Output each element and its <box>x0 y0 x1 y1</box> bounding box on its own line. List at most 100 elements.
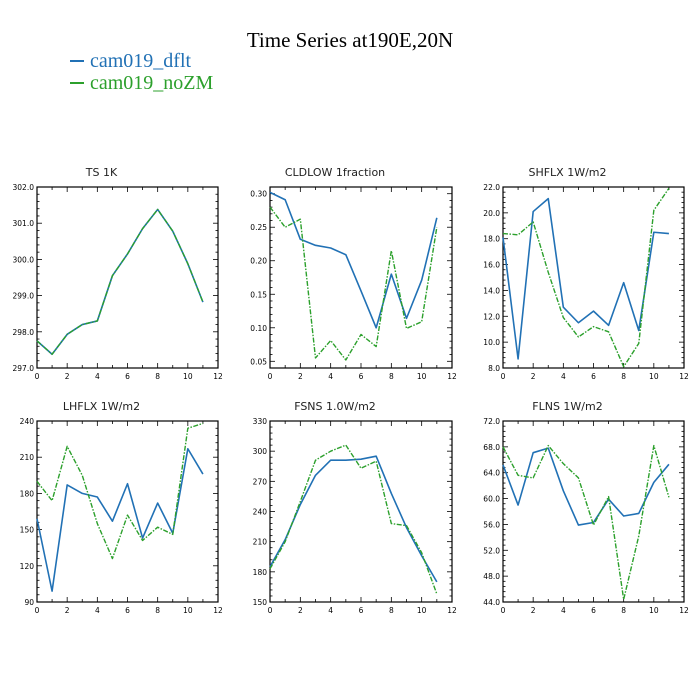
x-tick-label: 0 <box>501 372 506 381</box>
y-tick-label: 16.0 <box>483 261 500 270</box>
y-tick-label: 120 <box>20 562 35 571</box>
x-tick-label: 10 <box>649 372 659 381</box>
y-tick-label: 210 <box>253 538 268 547</box>
y-tick-label: 0.20 <box>250 257 267 266</box>
x-tick-label: 0 <box>35 606 40 615</box>
x-tick-label: 10 <box>183 606 193 615</box>
y-tick-label: 90 <box>24 598 34 607</box>
y-tick-label: 12.0 <box>483 312 500 321</box>
y-tick-label: 150 <box>253 598 268 607</box>
x-tick-label: 10 <box>649 606 659 615</box>
x-tick-label: 12 <box>679 606 689 615</box>
x-tick-label: 2 <box>298 606 303 615</box>
figure-title: Time Series at190E,20N <box>246 28 454 52</box>
x-tick-label: 0 <box>268 372 273 381</box>
series-line-dflt <box>269 455 438 583</box>
y-tick-label: 8.0 <box>488 364 500 373</box>
panel-title: CLDLOW 1fraction <box>285 166 385 179</box>
x-tick-label: 4 <box>95 372 100 381</box>
series-line-nozm <box>269 444 438 595</box>
plot-frame <box>36 186 219 369</box>
y-tick-label: 60.0 <box>483 495 500 504</box>
legend-label-dflt: cam019_dflt <box>90 49 192 72</box>
series-line-dflt <box>502 447 670 526</box>
legend-entry-nozm: cam019_noZM <box>70 72 213 94</box>
y-tick-label: 240 <box>253 508 268 517</box>
y-tick-label: 300.0 <box>13 255 35 264</box>
x-tick-label: 8 <box>389 372 394 381</box>
x-tick-label: 12 <box>213 606 223 615</box>
series-line-nozm <box>36 422 204 560</box>
panel-0: TS 1K 0 2 4 6 8 10 12 297.0 298.0 299.0 300.0 301.0 3… <box>13 166 223 381</box>
y-tick-label: 150 <box>20 526 35 535</box>
series-line-nozm <box>269 206 438 361</box>
x-tick-label: 10 <box>417 606 427 615</box>
panel-1: CLDLOW 1fraction 0 2 4 6 8 10 12 0.05 0.10 0.15 0.2… <box>250 166 457 381</box>
plot-frame <box>269 186 453 369</box>
y-tick-label: 298.0 <box>13 328 35 337</box>
y-tick-label: 330 <box>253 417 268 426</box>
y-tick-label: 240 <box>20 417 35 426</box>
x-tick-label: 4 <box>95 606 100 615</box>
series-line-dflt <box>269 191 438 329</box>
y-tick-label: 72.0 <box>483 417 500 426</box>
y-tick-label: 299.0 <box>13 292 35 301</box>
x-tick-label: 12 <box>679 372 689 381</box>
y-tick-label: 0.25 <box>250 223 267 232</box>
x-tick-label: 12 <box>447 606 457 615</box>
y-tick-label: 44.0 <box>483 598 500 607</box>
x-tick-label: 12 <box>213 372 223 381</box>
x-tick-label: 8 <box>621 372 626 381</box>
y-tick-label: 297.0 <box>13 364 35 373</box>
x-tick-label: 8 <box>155 606 160 615</box>
x-tick-label: 2 <box>298 372 303 381</box>
panel-3: LHFLX 1W/m2 0 2 4 6 8 10 12 90 120 150 180 210 240 <box>20 400 223 615</box>
x-tick-label: 0 <box>268 606 273 615</box>
x-tick-label: 4 <box>561 606 566 615</box>
y-tick-label: 0.15 <box>250 290 267 299</box>
y-tick-label: 0.10 <box>250 324 267 333</box>
plot-frame <box>502 420 685 603</box>
series-line-nozm <box>36 208 204 355</box>
series-line-nozm <box>502 187 670 368</box>
panel-4: FSNS 1.0W/m2 0 2 4 6 8 10 12 150 180 210 240 270 300 3… <box>253 400 457 615</box>
y-tick-label: 180 <box>253 568 268 577</box>
x-tick-label: 0 <box>501 606 506 615</box>
legend-swatch-nozm <box>70 82 84 84</box>
panel-title: FSNS 1.0W/m2 <box>294 400 376 413</box>
x-tick-label: 2 <box>65 372 70 381</box>
y-tick-label: 20.0 <box>483 209 500 218</box>
y-tick-label: 302.0 <box>13 183 35 192</box>
x-tick-label: 6 <box>359 606 364 615</box>
y-tick-label: 210 <box>20 453 35 462</box>
panel-2: SHFLX 1W/m2 0 2 4 6 8 10 12 8.0 10.0 12.0 14.0 16.0 1… <box>483 166 689 381</box>
plot-frame <box>502 186 685 369</box>
x-tick-label: 6 <box>591 372 596 381</box>
x-tick-label: 6 <box>125 372 130 381</box>
y-tick-label: 14.0 <box>483 286 500 295</box>
x-tick-label: 4 <box>328 372 333 381</box>
x-tick-label: 2 <box>531 372 536 381</box>
x-tick-label: 2 <box>531 606 536 615</box>
x-tick-label: 10 <box>417 372 427 381</box>
y-tick-label: 300 <box>253 447 268 456</box>
x-tick-label: 8 <box>155 372 160 381</box>
panel-title: LHFLX 1W/m2 <box>63 400 140 413</box>
y-tick-label: 56.0 <box>483 520 500 529</box>
x-tick-label: 2 <box>65 606 70 615</box>
x-tick-label: 4 <box>328 606 333 615</box>
y-tick-label: 301.0 <box>13 219 35 228</box>
panel-title: TS 1K <box>85 166 118 179</box>
y-tick-label: 22.0 <box>483 183 500 192</box>
y-tick-label: 18.0 <box>483 235 500 244</box>
y-tick-label: 48.0 <box>483 572 500 581</box>
series-line-dflt <box>502 197 669 360</box>
legend-swatch-dflt <box>70 60 84 62</box>
panel-title: SHFLX 1W/m2 <box>528 166 606 179</box>
x-tick-label: 4 <box>561 372 566 381</box>
y-tick-label: 0.05 <box>250 357 267 366</box>
series-line-dflt <box>36 208 204 356</box>
y-tick-label: 180 <box>20 489 35 498</box>
x-tick-label: 8 <box>621 606 626 615</box>
x-tick-label: 10 <box>183 372 193 381</box>
